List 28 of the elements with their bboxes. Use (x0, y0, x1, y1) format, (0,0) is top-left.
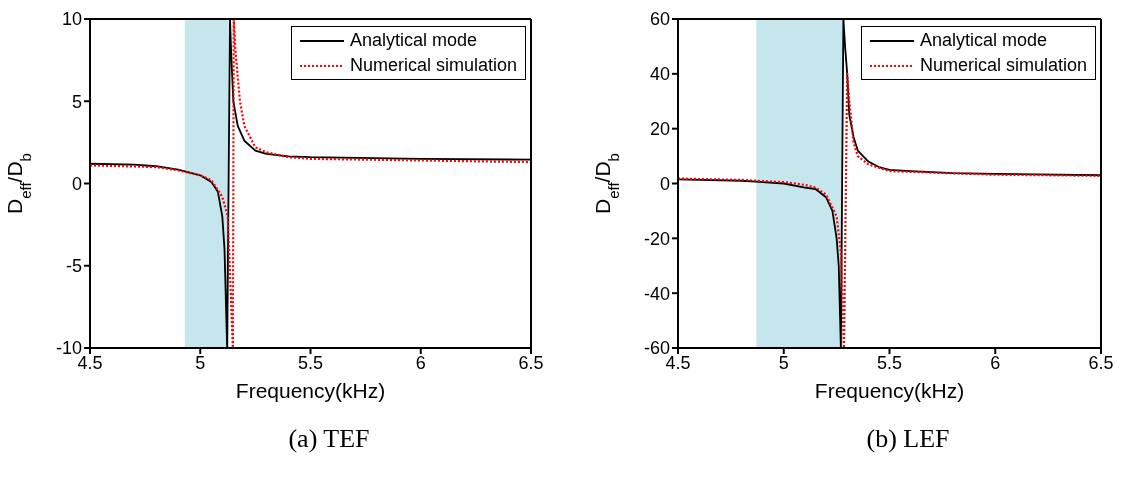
y-tick-label: -60 (643, 338, 670, 359)
y-tick-label: 40 (649, 64, 670, 85)
legend-label: Analytical mode (919, 29, 1048, 52)
x-tick-label: 6.5 (518, 352, 544, 373)
text: (a) TEF (287, 424, 371, 454)
y-tick-label: -10 (55, 338, 82, 359)
x-tick-label: 5.5 (876, 352, 903, 373)
x-tick-label: 6 (990, 352, 1001, 373)
y-tick-label: 0 (659, 173, 670, 194)
x-tick-label: 5.5 (297, 352, 324, 373)
legend-label: Analytical mode (349, 29, 478, 52)
x-tick-label: 5 (195, 352, 206, 373)
x-tick-label: 5 (778, 352, 789, 373)
y-tick-label: -20 (643, 228, 670, 249)
y-tick-label: 20 (649, 119, 670, 140)
y-tick-label: -40 (643, 283, 670, 304)
legend-label: Numerical simulation (919, 54, 1087, 77)
legend-label: Numerical simulation (349, 54, 517, 77)
x-axis-title: Frequency(kHz) (814, 379, 965, 402)
y-tick-label: 0 (71, 173, 82, 194)
x-axis-title: Frequency(kHz) (235, 379, 386, 402)
x-tick-label: 6 (415, 352, 426, 373)
text: (b) LEF (865, 424, 951, 454)
x-tick-label: 6.5 (1088, 352, 1114, 373)
y-tick-label: 5 (71, 91, 82, 112)
y-tick-label: 60 (649, 9, 670, 30)
y-tick-label: -5 (65, 256, 82, 277)
y-tick-label: 10 (61, 9, 82, 30)
